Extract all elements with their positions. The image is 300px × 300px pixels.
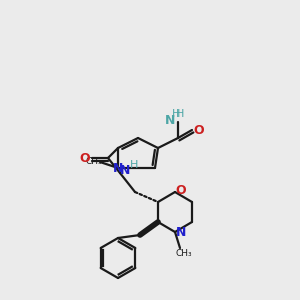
Text: O: O [80, 152, 90, 164]
Text: CH₃: CH₃ [176, 248, 192, 257]
Text: O: O [176, 184, 186, 197]
Text: H: H [172, 109, 180, 119]
Text: H: H [176, 109, 184, 119]
Text: N: N [176, 226, 186, 239]
Text: H: H [130, 160, 138, 170]
Text: CH₃: CH₃ [86, 158, 102, 166]
Text: O: O [194, 124, 204, 136]
Text: N: N [113, 161, 123, 175]
Text: N: N [120, 164, 130, 176]
Text: N: N [165, 113, 175, 127]
